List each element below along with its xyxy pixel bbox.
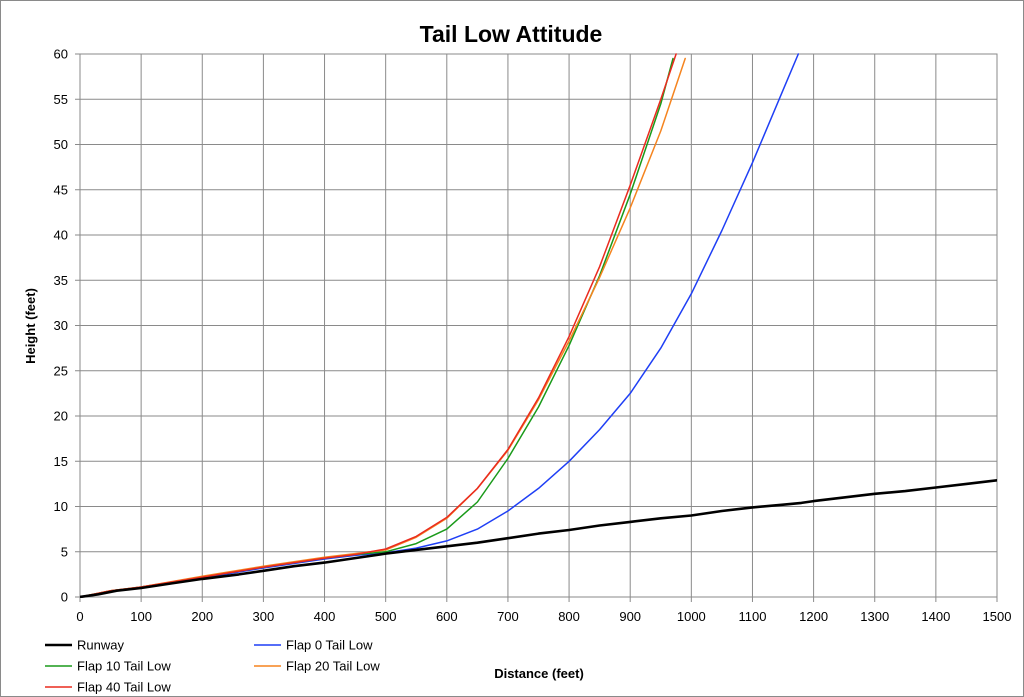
- x-tick-label: 0: [76, 609, 83, 624]
- y-tick-label: 25: [54, 363, 68, 378]
- x-tick-label: 400: [314, 609, 336, 624]
- series-line-flap-40-tail-low: [80, 53, 677, 598]
- series-line-flap-20-tail-low: [80, 57, 686, 598]
- grid-lines: [75, 53, 998, 602]
- x-tick-label: 1300: [860, 609, 889, 624]
- legend-label: Flap 20 Tail Low: [286, 659, 380, 674]
- x-tick-label: 300: [253, 609, 275, 624]
- x-tick-label: 200: [191, 609, 213, 624]
- legend-label: Flap 40 Tail Low: [77, 680, 171, 695]
- series-line-flap-10-tail-low: [80, 57, 674, 598]
- y-tick-label: 45: [54, 182, 68, 197]
- legend-label: Runway: [77, 638, 124, 653]
- x-tick-label: 1000: [677, 609, 706, 624]
- x-tick-label: 1400: [921, 609, 950, 624]
- x-tick-label: 1200: [799, 609, 828, 624]
- x-tick-label: 1100: [738, 609, 766, 624]
- series-lines: [80, 53, 997, 598]
- x-tick-label: 800: [558, 609, 580, 624]
- y-tick-label: 5: [61, 544, 68, 559]
- y-tick-label: 40: [54, 228, 68, 243]
- series-line-flap-0-tail-low: [80, 53, 800, 598]
- series-line-runway: [80, 478, 997, 598]
- y-axis-ticks: 0 5 10 15 20 25 30 35 40 45 50 55 60: [54, 47, 68, 605]
- legend-label: Flap 10 Tail Low: [77, 659, 171, 674]
- x-axis-ticks: 0 100 200 300 400 500 600 700 800 900 1000 1100 1200…: [76, 609, 1011, 624]
- y-tick-label: 60: [54, 47, 68, 62]
- y-tick-label: 10: [54, 499, 68, 514]
- chart-title: Tail Low Attitude: [420, 21, 603, 47]
- x-tick-label: 700: [497, 609, 519, 624]
- y-tick-label: 35: [54, 273, 68, 288]
- x-tick-label: 100: [130, 609, 152, 624]
- y-tick-label: 20: [54, 409, 68, 424]
- x-axis-label: Distance (feet): [494, 666, 584, 681]
- y-tick-label: 50: [54, 137, 68, 152]
- plot-area: [79, 53, 998, 598]
- y-tick-label: 55: [54, 92, 68, 107]
- y-tick-label: 30: [54, 318, 68, 333]
- y-tick-label: 15: [54, 454, 68, 469]
- x-tick-label: 900: [619, 609, 641, 624]
- legend-label: Flap 0 Tail Low: [286, 638, 373, 653]
- x-tick-label: 600: [436, 609, 458, 624]
- y-axis-label: Height (feet): [23, 288, 38, 364]
- x-tick-label: 1500: [983, 609, 1012, 624]
- y-tick-label: 0: [61, 590, 68, 605]
- legend: Runway Flap 0 Tail Low Flap 10 Tail Low Fla…: [45, 638, 380, 695]
- x-tick-label: 500: [375, 609, 397, 624]
